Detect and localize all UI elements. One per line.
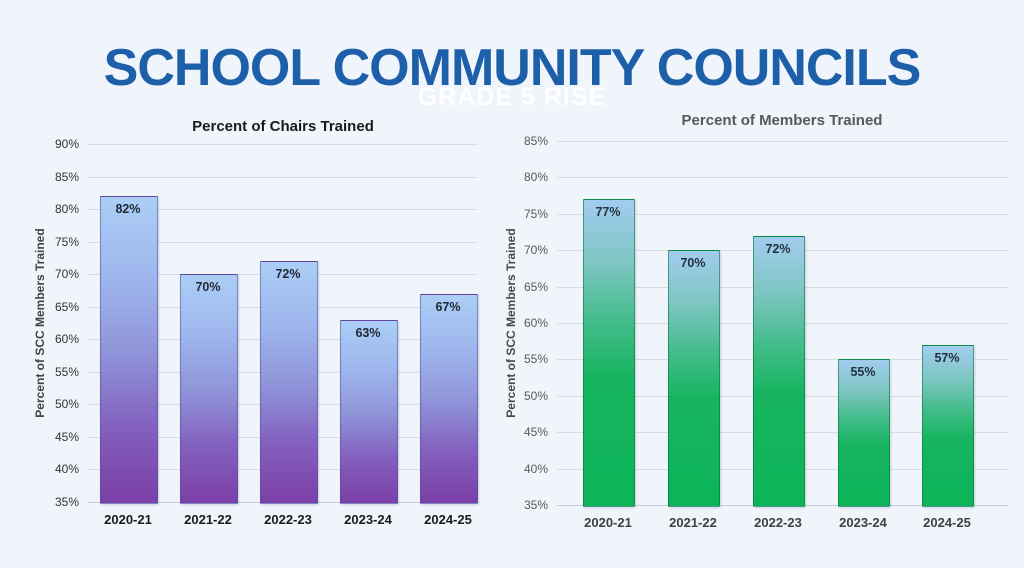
y-tick-label: 70%	[54, 267, 79, 282]
y-tick-label: 80%	[523, 170, 548, 185]
x-tick-label: 2024-25	[923, 515, 971, 530]
y-tick-label: 65%	[523, 279, 548, 294]
y-tick-label: 55%	[523, 352, 548, 367]
y-tick-label: 35%	[523, 498, 548, 512]
x-tick-label: 2020-21	[104, 512, 152, 527]
bar-value-label: 70%	[195, 280, 221, 295]
bar-value-label: 82%	[115, 202, 141, 217]
x-tick-label: 2022-23	[264, 512, 312, 527]
y-tick-label: 45%	[54, 429, 79, 444]
bar-value-label: 67%	[435, 299, 461, 314]
bar-value-label: 72%	[765, 241, 791, 256]
bar-2021-22	[180, 274, 238, 504]
chart-percent-of-members-trained: Percent of Members Trained Percent of SCC…	[495, 110, 1020, 558]
gridline	[88, 176, 478, 178]
y-tick-label: 85%	[54, 169, 79, 184]
y-tick-label: 50%	[523, 388, 548, 403]
y-tick-label: 60%	[523, 316, 548, 330]
bar-2020-21	[100, 196, 158, 504]
y-axis-title: Percent of SCC Members Trained	[33, 228, 47, 418]
y-tick-label: 90%	[54, 137, 79, 151]
bar-2021-22	[668, 250, 720, 507]
y-tick-label: 75%	[523, 206, 548, 221]
chart-percent-of-chairs-trained: Percent of Chairs Trained Percent of SCC …	[20, 116, 490, 556]
gridline	[557, 141, 1008, 142]
y-tick-label: 65%	[54, 299, 79, 314]
chart-title: Percent of Chairs Trained	[192, 118, 374, 135]
bar-value-label: 57%	[934, 350, 960, 365]
y-tick-label: 60%	[54, 332, 79, 347]
gridline	[88, 209, 478, 211]
bar-2022-23	[753, 235, 805, 507]
bar-2023-24	[340, 319, 398, 504]
bar-2022-23	[260, 261, 318, 504]
y-tick-label: 40%	[54, 462, 79, 477]
y-tick-label: 50%	[54, 397, 79, 412]
page-title: SCHOOL COMMUNITY COUNCILS	[103, 39, 922, 97]
chart-title: Percent of Members Trained	[681, 112, 883, 129]
x-tick-label: 2022-23	[754, 515, 802, 530]
x-tick-label: 2020-21	[584, 515, 632, 530]
y-tick-label: 45%	[523, 425, 548, 440]
y-tick-label: 35%	[54, 495, 79, 509]
x-tick-label: 2023-24	[344, 512, 392, 527]
bar-value-label: 70%	[680, 256, 706, 271]
x-tick-label: 2024-25	[424, 512, 472, 527]
bar-value-label: 72%	[275, 267, 301, 282]
bar-value-label: 55%	[850, 365, 876, 380]
x-tick-label: 2023-24	[839, 515, 887, 530]
bar-2024-25	[922, 344, 974, 507]
x-tick-label: 2021-22	[669, 515, 717, 530]
bar-value-label: 63%	[355, 325, 381, 340]
y-tick-label: 85%	[523, 134, 548, 148]
watermark-text: GRADE 5 RISE	[417, 83, 607, 111]
y-tick-label: 40%	[523, 461, 548, 476]
gridline	[88, 241, 478, 243]
gridline	[88, 144, 478, 145]
bar-2023-24	[838, 359, 890, 507]
x-tick-label: 2021-22	[184, 512, 232, 527]
gridline	[557, 213, 1008, 215]
y-tick-label: 55%	[54, 364, 79, 379]
gridline	[557, 177, 1008, 179]
bar-value-label: 77%	[595, 205, 621, 220]
bar-2024-25	[420, 293, 478, 504]
y-tick-label: 80%	[54, 202, 79, 217]
y-tick-label: 70%	[523, 243, 548, 258]
y-tick-label: 75%	[54, 234, 79, 249]
bar-2020-21	[583, 199, 635, 507]
